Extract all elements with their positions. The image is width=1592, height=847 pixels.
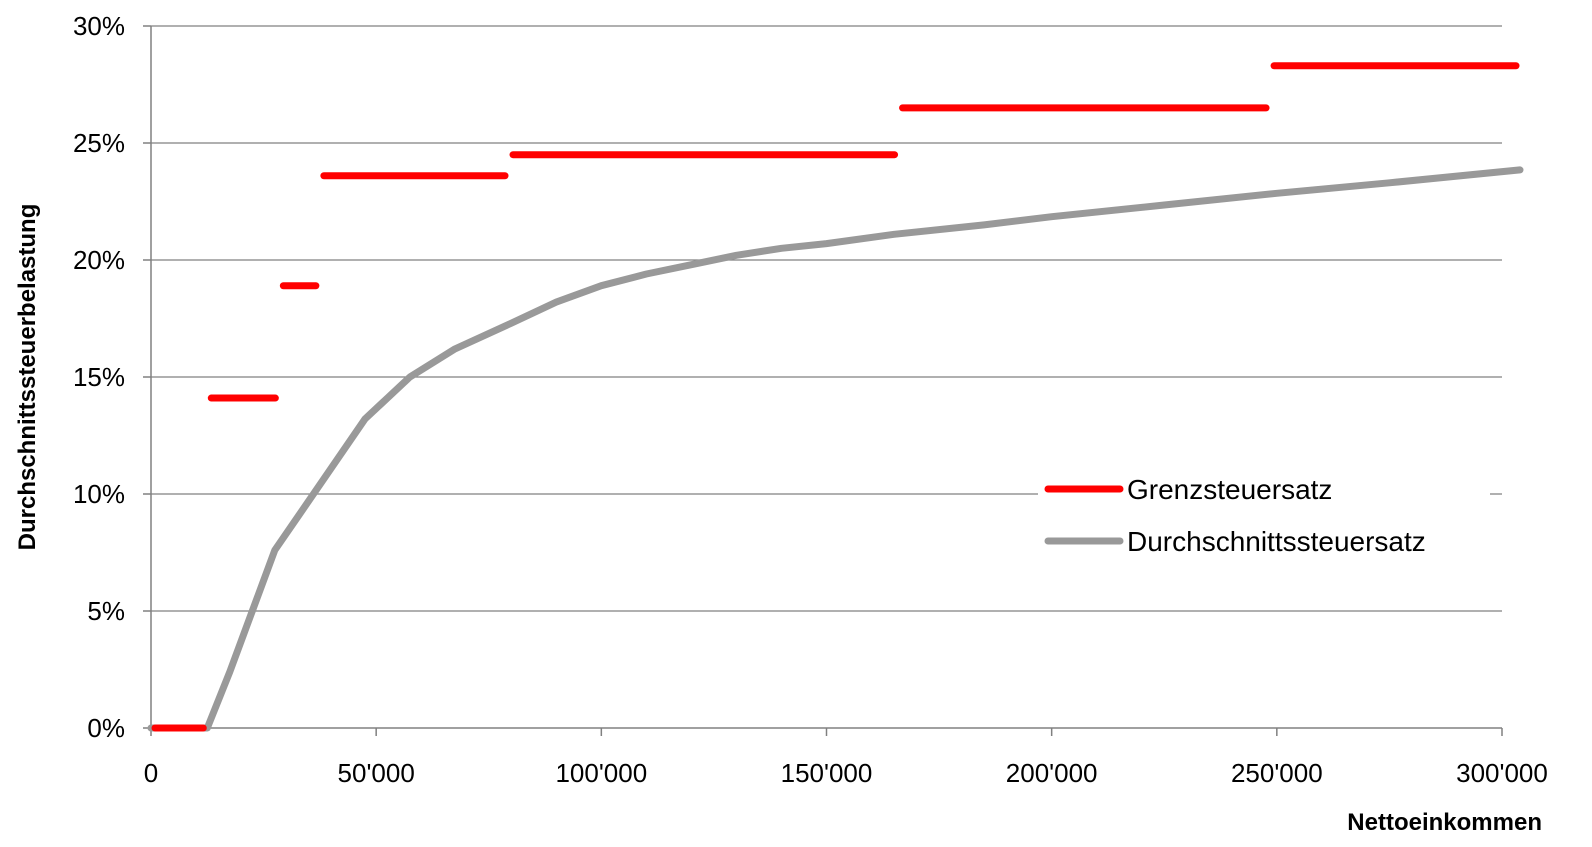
x-tick-label-5: 250'000 (1231, 758, 1323, 788)
y-tick-label-3: 15% (73, 362, 125, 392)
x-axis-title: Nettoeinkommen (1347, 809, 1542, 836)
legend-label-durchschnittssteuersatz: Durchschnittssteuersatz (1127, 526, 1426, 557)
x-tick-label-2: 100'000 (555, 758, 647, 788)
legend-label-grenzsteuersatz: Grenzsteuersatz (1127, 474, 1332, 505)
y-axis-title: Durchschnittssteuerbelastung (14, 204, 41, 551)
x-tick-label-0: 0 (144, 758, 158, 788)
x-tick-label-6: 300'000 (1456, 758, 1548, 788)
x-tick-label-4: 200'000 (1006, 758, 1098, 788)
y-tick-label-5: 25% (73, 128, 125, 158)
y-tick-label-1: 5% (87, 596, 125, 626)
gridlines (151, 25, 1502, 612)
series-line-durchschnittssteuersatz (147, 166, 1524, 732)
y-tick-label-2: 10% (73, 479, 125, 509)
y-tick-label-6: 30% (73, 11, 125, 41)
y-tick-labels: 0% 5% 10% 15% 20% 25% 30% (73, 11, 151, 743)
x-tick-label-3: 150'000 (781, 758, 873, 788)
y-tick-label-4: 20% (73, 245, 125, 275)
series-layer (147, 62, 1524, 732)
x-tick-label-1: 50'000 (338, 758, 415, 788)
legend-box (1038, 462, 1490, 572)
y-tick-label-0: 0% (87, 713, 125, 743)
legend: Grenzsteuersatz Durchschnittssteuersatz (1038, 462, 1490, 572)
x-tick-labels: 0 50'000 100'000 150'000 200'000 250'000 300'0… (144, 728, 1548, 788)
